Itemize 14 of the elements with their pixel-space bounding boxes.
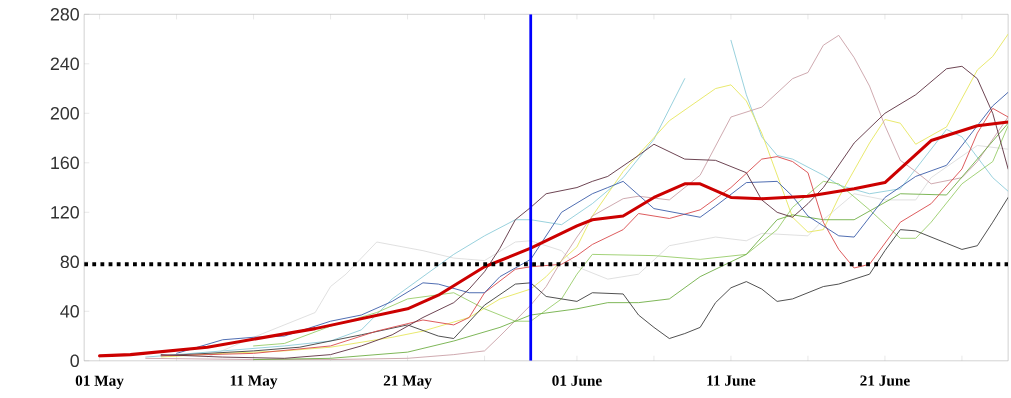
x-tick-label: 11 June	[707, 375, 756, 386]
x-tick-label: 11 May	[230, 375, 278, 389]
x-tick-label: 01 June	[552, 375, 602, 386]
y-tick-label: 160	[51, 156, 79, 170]
x-tick-label: 21 June	[860, 375, 910, 386]
y-tick-label: 0	[70, 354, 79, 368]
y-tick-label: 200	[50, 106, 79, 120]
y-tick-label: 120	[51, 205, 79, 219]
y-tick-label: 40	[60, 304, 79, 318]
y-tick-label: 80	[60, 255, 79, 269]
y-tick-label: 240	[50, 57, 79, 71]
x-tick-label: 21 May	[383, 375, 432, 389]
y-tick-label: 280	[50, 7, 79, 21]
x-tick-label: 01 May	[75, 375, 124, 389]
